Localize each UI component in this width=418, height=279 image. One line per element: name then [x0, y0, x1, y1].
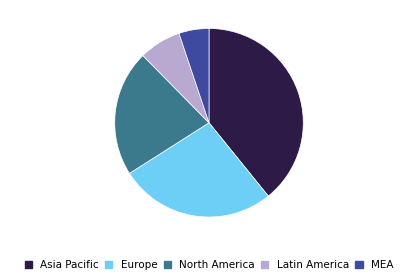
Legend: Asia Pacific, Europe, North America, Latin America, MEA: Asia Pacific, Europe, North America, Lat…: [23, 259, 395, 271]
Wedge shape: [143, 33, 209, 123]
Wedge shape: [209, 28, 303, 196]
Wedge shape: [130, 123, 268, 217]
Wedge shape: [115, 56, 209, 173]
Wedge shape: [179, 28, 209, 123]
